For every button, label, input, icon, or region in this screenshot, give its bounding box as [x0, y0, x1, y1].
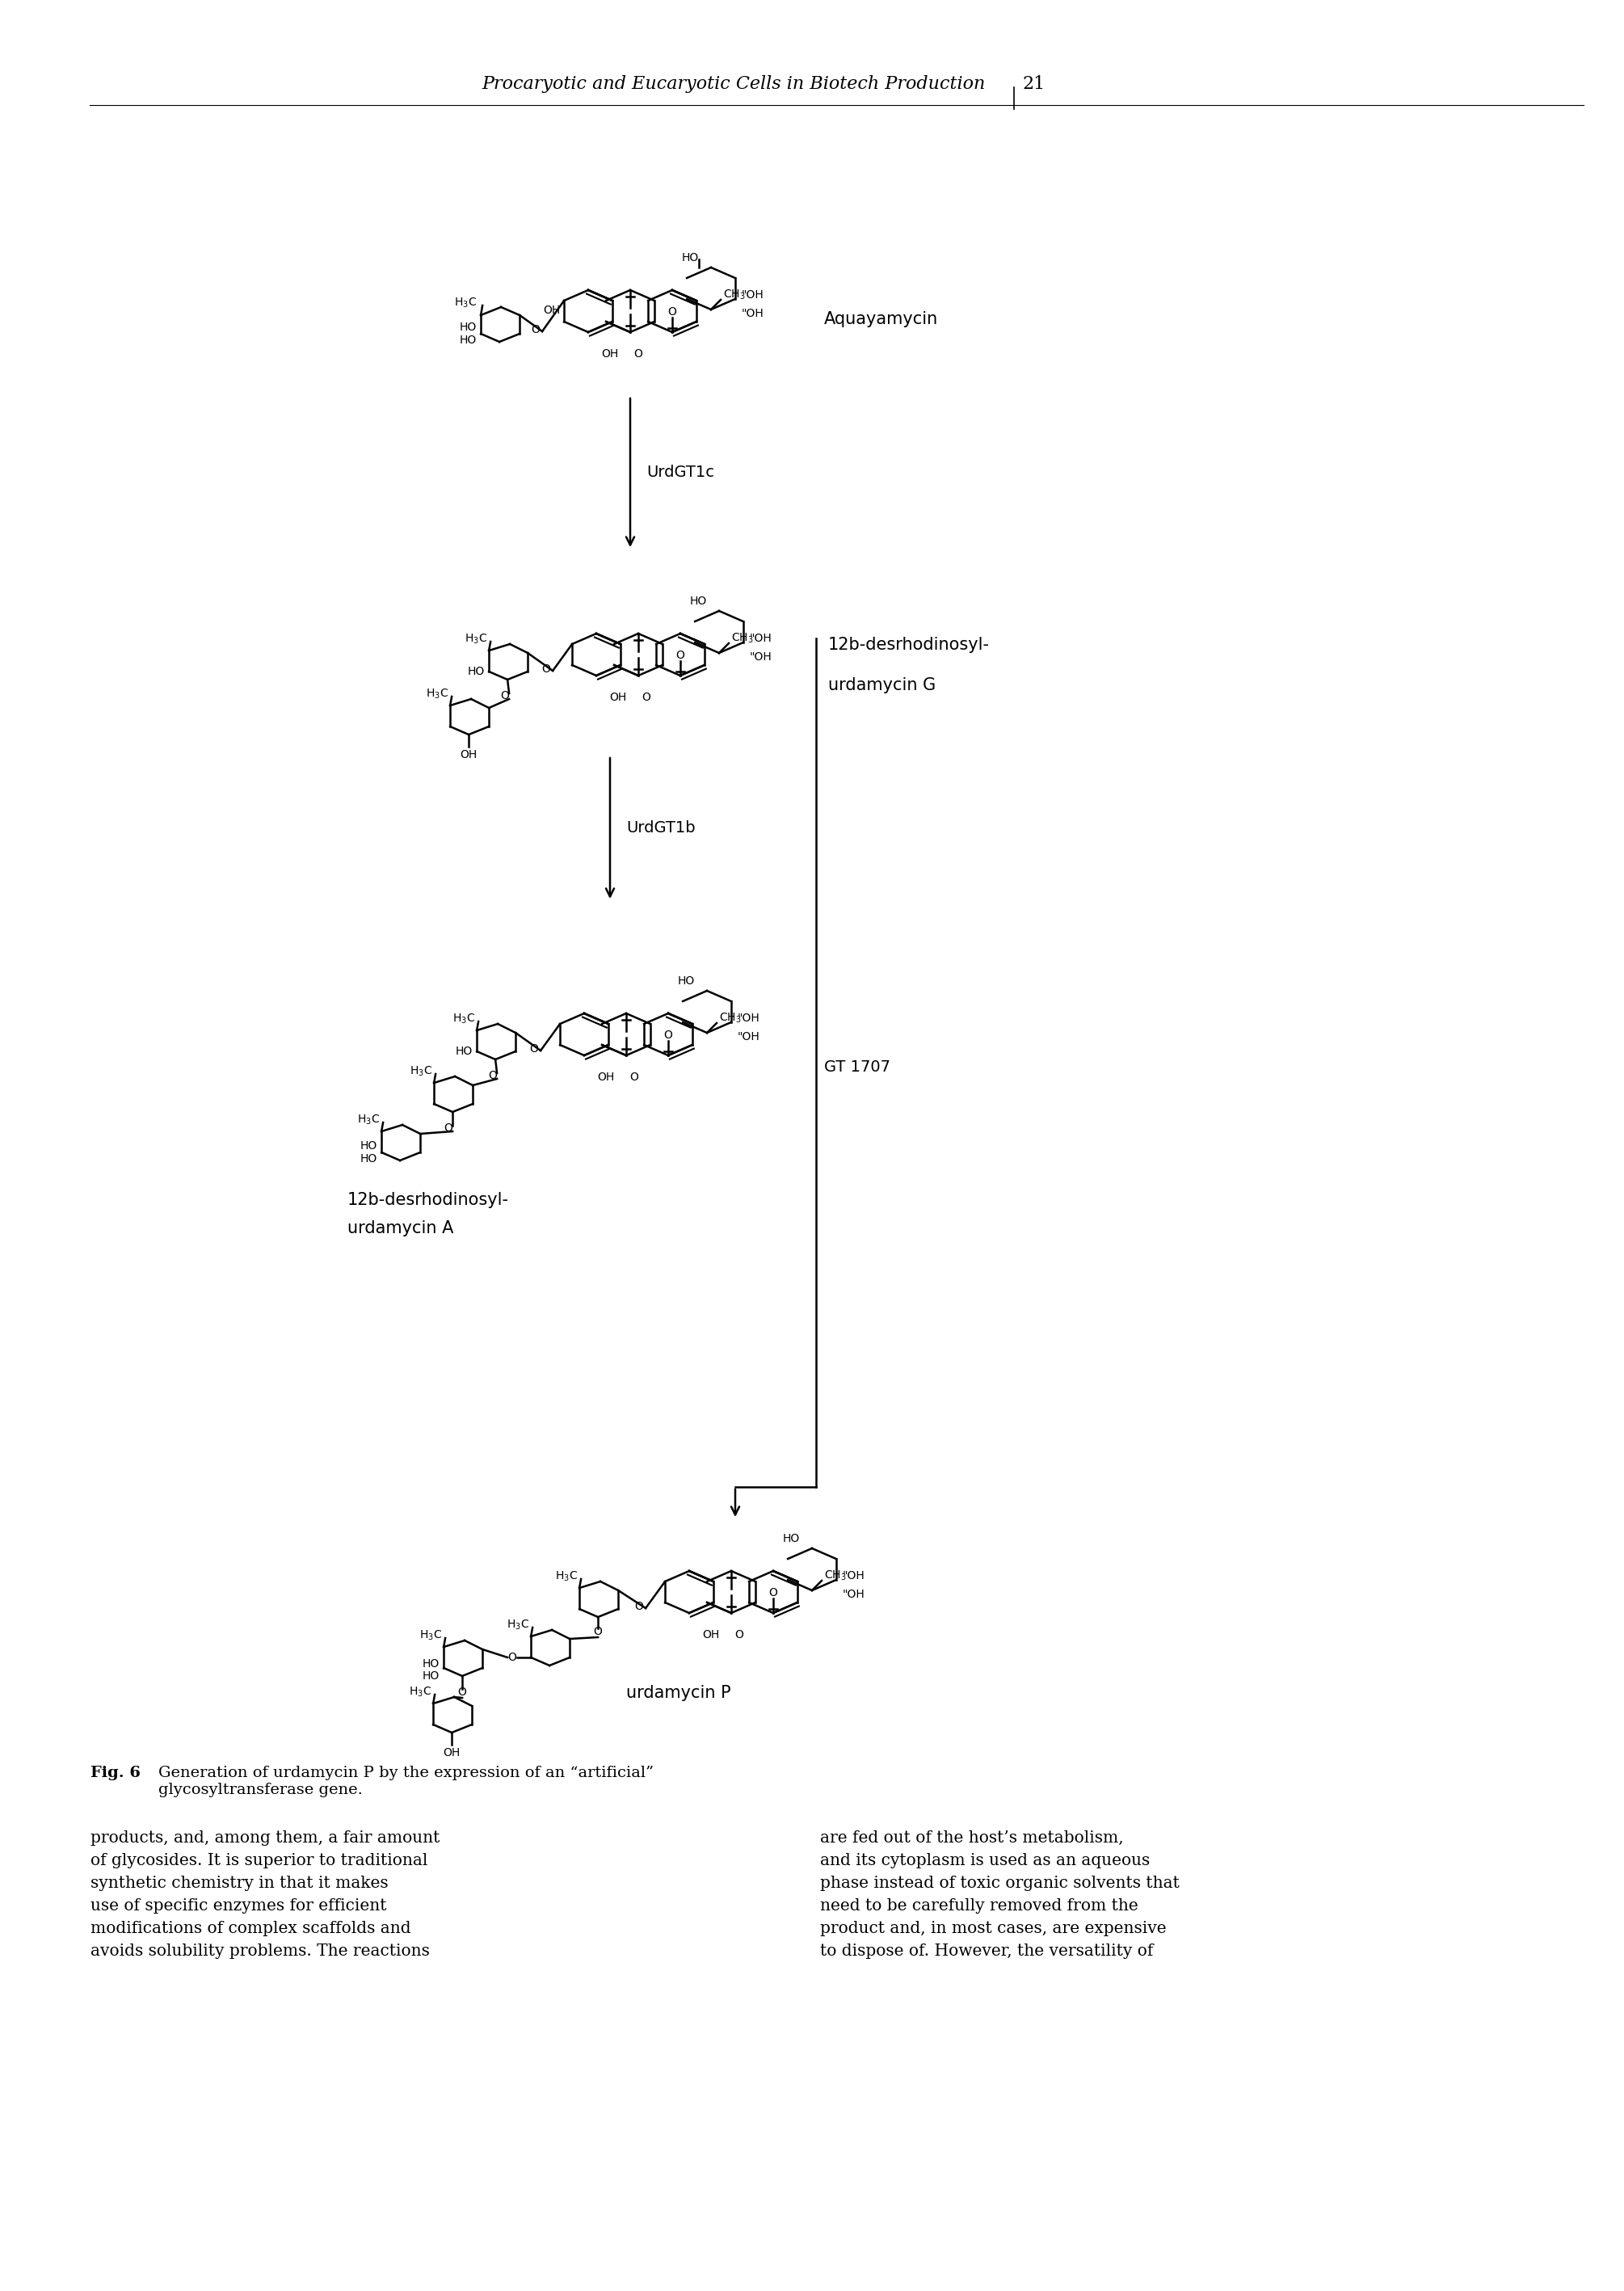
Text: HO: HO: [783, 1533, 801, 1544]
Text: "OH: "OH: [737, 1031, 760, 1042]
Text: "OH: "OH: [843, 1588, 866, 1599]
Text: O: O: [768, 1588, 778, 1599]
Text: OH: OH: [443, 1748, 460, 1759]
Text: O: O: [458, 1686, 466, 1698]
Text: Generation of urdamycin P by the expression of an “artificial”
glycosyltransfera: Generation of urdamycin P by the express…: [159, 1766, 654, 1796]
Text: O: O: [664, 1029, 672, 1040]
Text: "OH: "OH: [750, 651, 771, 662]
Text: HO: HO: [361, 1152, 377, 1164]
Text: urdamycin G: urdamycin G: [828, 678, 935, 694]
Text: H$_3$C: H$_3$C: [409, 1065, 432, 1079]
Text: O: O: [594, 1627, 603, 1638]
Text: CH$_3$: CH$_3$: [823, 1569, 846, 1583]
Text: 21: 21: [1021, 76, 1044, 94]
Text: HO: HO: [677, 976, 695, 987]
Text: CH$_3$: CH$_3$: [719, 1013, 742, 1024]
Text: H$_3$C: H$_3$C: [357, 1113, 380, 1127]
Text: Procaryotic and Eucaryotic Cells in Biotech Production: Procaryotic and Eucaryotic Cells in Biot…: [482, 76, 986, 94]
Text: OH: OH: [703, 1629, 719, 1640]
Text: OH: OH: [598, 1072, 614, 1084]
Text: UrdGT1c: UrdGT1c: [646, 465, 715, 481]
Text: CH$_3$: CH$_3$: [731, 632, 754, 646]
Text: CH$_3$: CH$_3$: [723, 289, 745, 302]
Text: O: O: [489, 1070, 497, 1081]
Text: O: O: [529, 1042, 539, 1054]
Text: 12b-desrhodinosyl-: 12b-desrhodinosyl-: [348, 1191, 508, 1207]
Text: O: O: [641, 692, 651, 703]
Text: HO: HO: [361, 1141, 377, 1152]
Text: are fed out of the host’s metabolism,
and its cytoplasm is used as an aqueous
ph: are fed out of the host’s metabolism, an…: [820, 1831, 1179, 1959]
Text: "OH: "OH: [742, 307, 763, 318]
Text: products, and, among them, a fair amount
of glycosides. It is superior to tradit: products, and, among them, a fair amount…: [91, 1831, 440, 1959]
Text: HO: HO: [422, 1659, 440, 1670]
Text: O: O: [736, 1629, 744, 1640]
Text: O: O: [667, 307, 677, 318]
Text: O: O: [676, 651, 685, 662]
Text: H$_3$C: H$_3$C: [453, 1013, 476, 1026]
Text: HO: HO: [422, 1670, 440, 1682]
Text: O: O: [500, 690, 510, 701]
Text: Fig. 6: Fig. 6: [91, 1766, 141, 1780]
Text: H$_3$C: H$_3$C: [507, 1617, 529, 1631]
Text: O: O: [443, 1123, 453, 1134]
Text: H$_3$C: H$_3$C: [455, 296, 477, 309]
Text: OH: OH: [609, 692, 627, 703]
Text: H$_3$C: H$_3$C: [425, 687, 448, 701]
Text: O: O: [542, 664, 551, 676]
Text: Aquayamycin: Aquayamycin: [823, 312, 939, 328]
Text: "OH: "OH: [843, 1569, 866, 1581]
Text: "OH: "OH: [737, 1013, 760, 1024]
Text: H$_3$C: H$_3$C: [409, 1686, 432, 1700]
Text: HO: HO: [468, 667, 486, 678]
Text: HO: HO: [456, 1045, 473, 1056]
Text: OH: OH: [460, 749, 477, 761]
Text: OH: OH: [542, 305, 560, 316]
Text: O: O: [630, 1072, 638, 1084]
Text: "OH: "OH: [750, 632, 771, 644]
Text: H$_3$C: H$_3$C: [555, 1569, 578, 1583]
Text: H$_3$C: H$_3$C: [419, 1629, 442, 1643]
Text: HO: HO: [690, 596, 706, 607]
Text: GT 1707: GT 1707: [823, 1058, 890, 1074]
Text: O: O: [531, 323, 541, 334]
Text: HO: HO: [460, 321, 477, 332]
Text: urdamycin P: urdamycin P: [627, 1684, 731, 1702]
Text: "OH: "OH: [742, 289, 763, 300]
Text: urdamycin A: urdamycin A: [348, 1221, 453, 1237]
Text: UrdGT1b: UrdGT1b: [627, 820, 695, 836]
Text: H$_3$C: H$_3$C: [464, 632, 487, 646]
Text: 12b-desrhodinosyl-: 12b-desrhodinosyl-: [828, 637, 989, 653]
Text: HO: HO: [682, 252, 698, 263]
Text: HO: HO: [460, 334, 477, 346]
Text: O: O: [635, 1601, 643, 1613]
Text: OH: OH: [601, 348, 619, 360]
Text: O: O: [633, 348, 643, 360]
Text: O: O: [508, 1652, 516, 1663]
